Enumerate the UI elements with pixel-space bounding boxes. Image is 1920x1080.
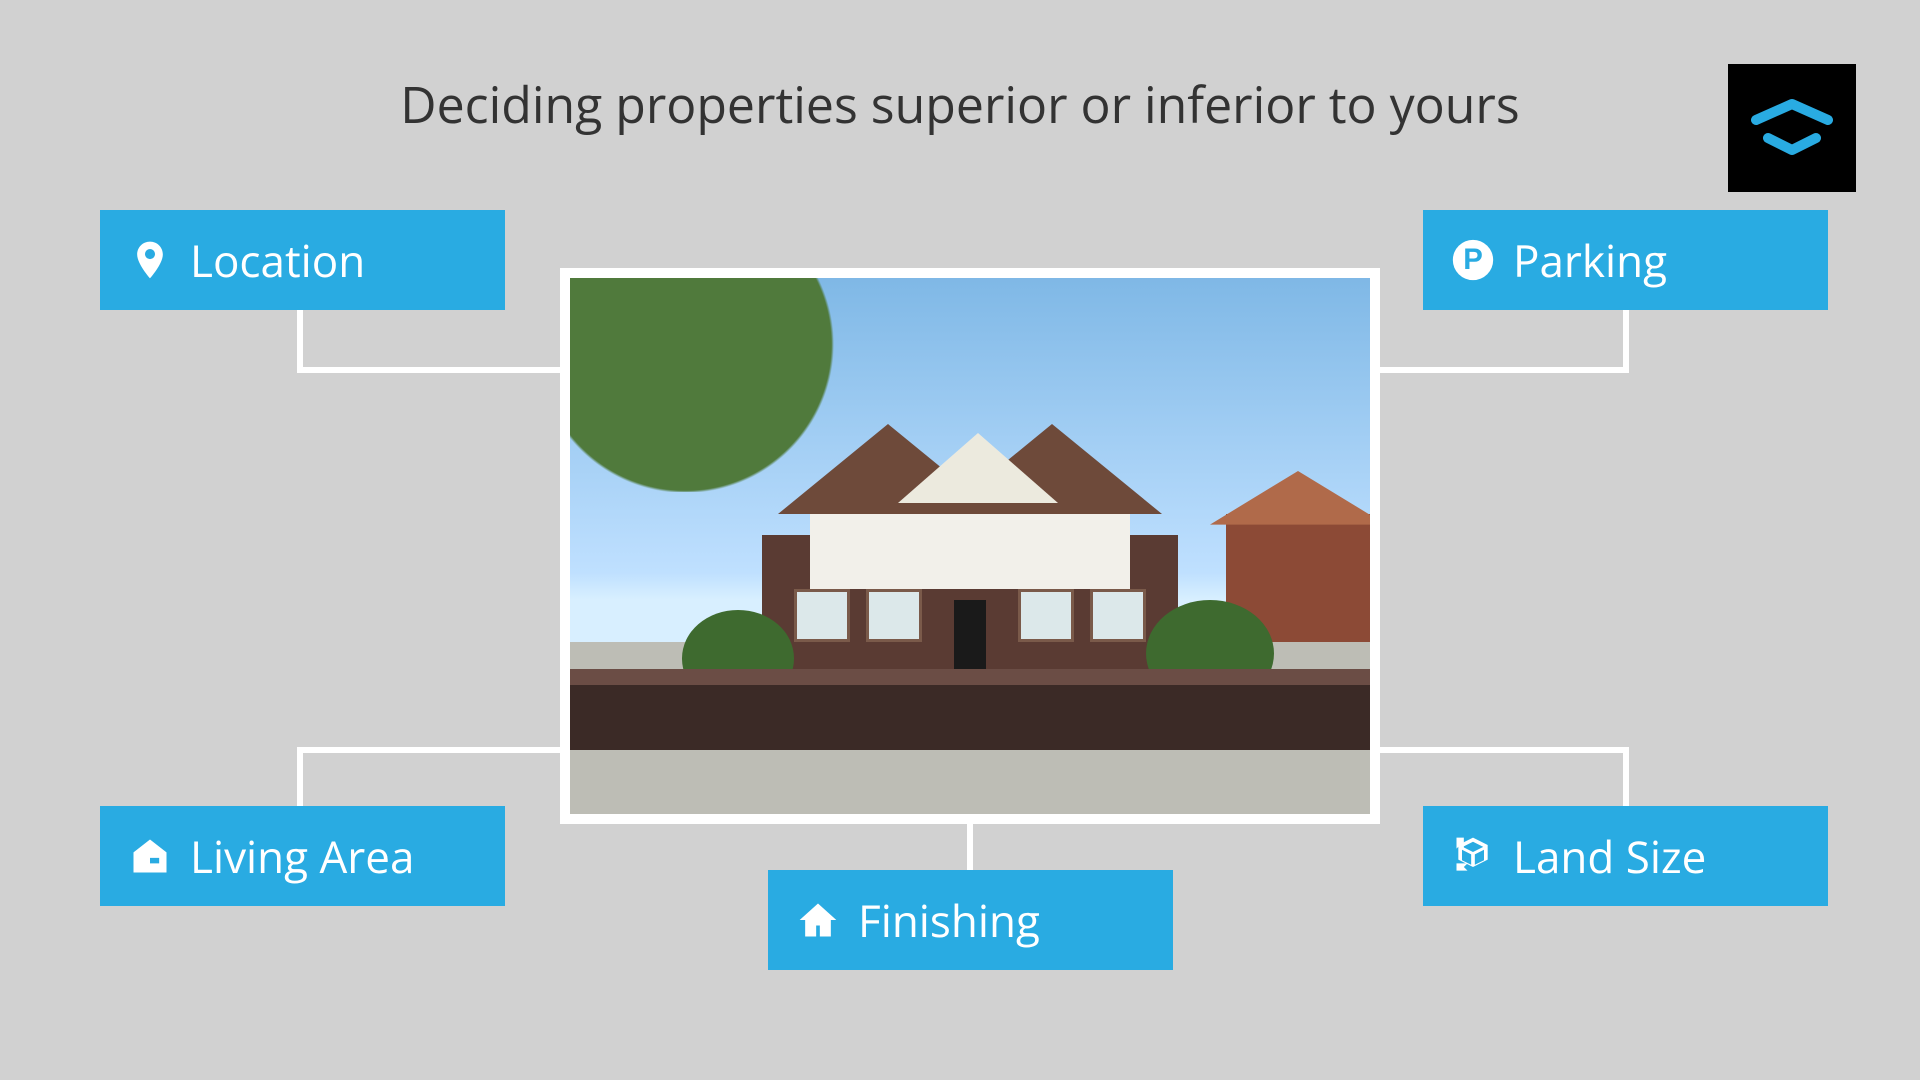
card-label: Living Area [190,826,414,886]
card-label: Location [190,230,365,290]
card-land-size: Land Size [1423,806,1828,906]
card-finishing: Finishing [768,870,1173,970]
svg-text:P: P [1463,243,1483,276]
pin-icon [128,238,172,282]
card-living-area: Living Area [100,806,505,906]
card-label: Land Size [1513,826,1706,886]
connector-location [300,310,560,370]
connector-land_size [1380,750,1626,806]
connector-parking [1380,310,1626,370]
property-photo [570,278,1370,814]
property-photo-frame [560,268,1380,824]
connector-living_area [300,750,560,806]
card-location: Location [100,210,505,310]
p-circle-icon: P [1451,238,1495,282]
home-icon [796,898,840,942]
card-label: Finishing [858,890,1040,950]
bed-house-icon [128,834,172,878]
card-parking: P Parking [1423,210,1828,310]
card-label: Parking [1513,230,1667,290]
cube-arrows-icon [1451,834,1495,878]
